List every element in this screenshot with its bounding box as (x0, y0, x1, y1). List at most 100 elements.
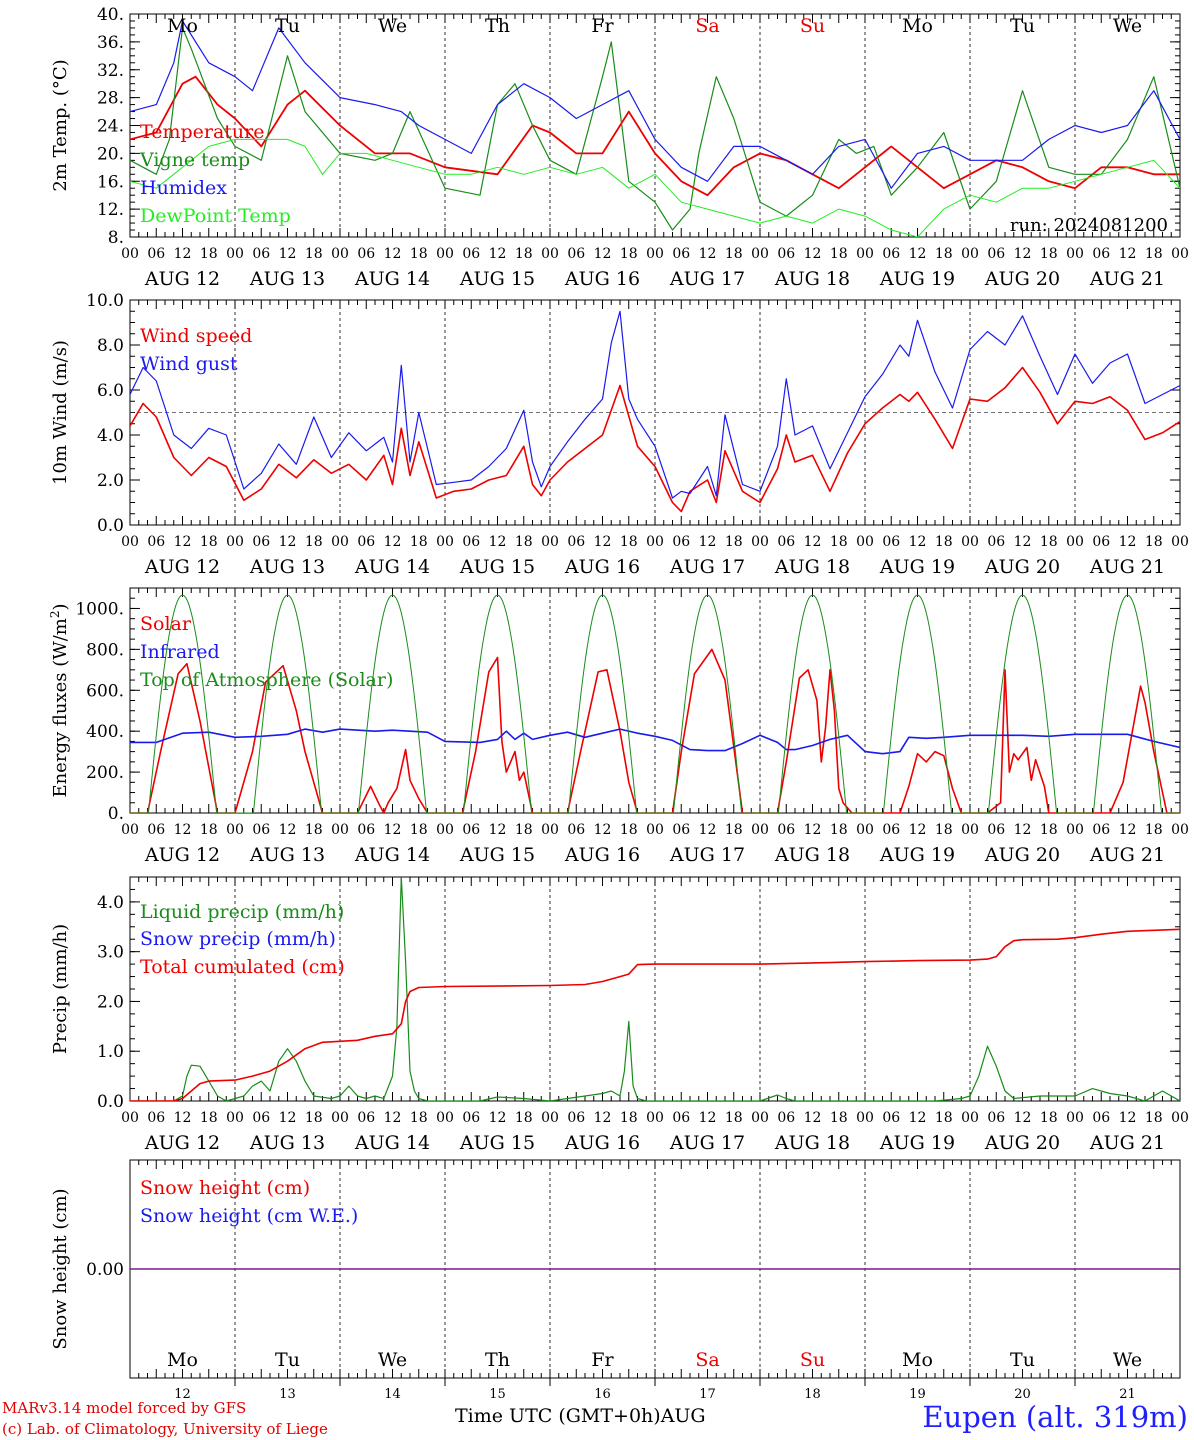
hour-tick-label: 06 (462, 822, 480, 838)
hour-tick-label: 06 (1092, 534, 1110, 550)
series-liquid-precip-mm-h- (130, 877, 1180, 1101)
day-number-label: 13 (279, 1387, 296, 1402)
hour-tick-label: 12 (909, 246, 927, 262)
date-label: AUG 19 (879, 1132, 955, 1154)
hour-tick-label: 00 (751, 246, 769, 262)
hour-tick-label: 18 (830, 534, 848, 550)
plot-area (130, 877, 1180, 1101)
hour-tick-label: 06 (252, 822, 270, 838)
hour-tick-label: 18 (725, 822, 743, 838)
hour-tick-label: 00 (541, 822, 559, 838)
hour-tick-label: 18 (305, 246, 323, 262)
hour-tick-label: 18 (200, 534, 218, 550)
hour-tick-label: 18 (515, 534, 533, 550)
hour-tick-label: 00 (751, 534, 769, 550)
date-label: AUG 14 (354, 844, 430, 866)
date-label: AUG 13 (249, 844, 325, 866)
hour-tick-label: 00 (226, 246, 244, 262)
hour-tick-label: 18 (410, 1110, 428, 1126)
weekday-label: Fr (591, 1349, 614, 1371)
date-label: AUG 19 (879, 556, 955, 578)
hour-tick-label: 06 (567, 534, 585, 550)
hour-tick-label: 12 (594, 246, 612, 262)
y-tick-label: 32. (97, 61, 124, 81)
hour-tick-label: 12 (804, 534, 822, 550)
panel-4: 0.0 1.0 2.0 3.0 4.0 Precip (mm/h) Liquid preci… (50, 876, 1189, 1154)
weekday-label: Tu (1010, 1349, 1035, 1371)
date-label: AUG 15 (459, 844, 535, 866)
hour-tick-label: 06 (1092, 822, 1110, 838)
date-label: AUG 12 (144, 268, 220, 290)
hour-tick-label: 06 (1092, 1110, 1110, 1126)
hour-tick-label: 06 (987, 246, 1005, 262)
plot-frame (129, 13, 1181, 238)
y-tick-label: 800. (86, 640, 124, 660)
y-tick-label: 0. (108, 804, 124, 824)
time-axis-label: Time UTC (GMT+0h)AUG (455, 1405, 706, 1427)
hour-tick-label: 12 (174, 1110, 192, 1126)
day-number-label: 18 (804, 1387, 821, 1402)
hour-tick-label: 18 (1145, 1110, 1163, 1126)
hour-tick-label: 12 (489, 822, 507, 838)
date-label: AUG 14 (354, 268, 430, 290)
weekday-label: Mo (167, 1349, 198, 1371)
legend-entry: Liquid precip (mm/h) (140, 901, 344, 923)
weekday-label: Mo (902, 1349, 933, 1371)
date-label: AUG 13 (249, 556, 325, 578)
hour-tick-label: 00 (856, 1110, 874, 1126)
date-label: AUG 17 (669, 1132, 745, 1154)
y-tick-label: 200. (86, 763, 124, 783)
date-label: AUG 18 (774, 844, 850, 866)
y-tick-label: 4.0 (97, 426, 124, 446)
y-tick-label: 8.0 (97, 336, 124, 356)
y-tick-label: 600. (86, 681, 124, 701)
weekday-label: Su (800, 1349, 825, 1371)
hour-tick-label: 18 (830, 822, 848, 838)
panel-3: 0. 200. 400. 600. 800. 1000.Energy fluxes (W/… (48, 587, 1189, 866)
hour-tick-label: 00 (226, 1110, 244, 1126)
hour-tick-label: 18 (515, 822, 533, 838)
y-axis-label: Energy fluxes (W/m2) (48, 603, 71, 797)
hour-tick-label: 18 (725, 246, 743, 262)
legend-entry: Infrared (140, 641, 220, 663)
y-tick-label: 8. (108, 228, 124, 248)
y-tick-label: 12. (97, 200, 124, 220)
series-wind-gust (130, 310, 1180, 499)
hour-tick-label: 00 (436, 1110, 454, 1126)
date-label: AUG 19 (879, 844, 955, 866)
date-label: AUG 16 (564, 844, 640, 866)
plot-area (130, 20, 1180, 237)
hour-tick-label: 06 (882, 822, 900, 838)
date-label: AUG 17 (669, 844, 745, 866)
hour-tick-label: 00 (226, 534, 244, 550)
date-label: AUG 20 (984, 556, 1060, 578)
hour-tick-label: 06 (777, 246, 795, 262)
y-tick-label: 24. (97, 117, 124, 137)
hour-tick-label: 18 (410, 246, 428, 262)
hour-tick-label: 06 (567, 246, 585, 262)
y-axis-label: 2m Temp. (°C) (50, 59, 71, 191)
date-label: AUG 19 (879, 268, 955, 290)
hour-tick-label: 00 (121, 534, 139, 550)
day-number-label: 14 (384, 1387, 401, 1402)
date-label: AUG 17 (669, 556, 745, 578)
hour-tick-label: 06 (462, 246, 480, 262)
hour-tick-label: 06 (882, 246, 900, 262)
hour-tick-label: 18 (1145, 246, 1163, 262)
hour-tick-label: 18 (200, 246, 218, 262)
hour-tick-label: 12 (1119, 534, 1137, 550)
hour-tick-label: 12 (174, 534, 192, 550)
series-wind-speed (130, 366, 1180, 513)
hour-tick-label: 06 (882, 534, 900, 550)
hour-tick-label: 18 (1145, 534, 1163, 550)
hour-tick-label: 12 (804, 1110, 822, 1126)
weekday-label: Th (485, 1349, 510, 1371)
hour-tick-label: 00 (646, 246, 664, 262)
hour-tick-label: 06 (462, 534, 480, 550)
legend-entry: Top of Atmosphere (Solar) (140, 669, 393, 691)
hour-tick-label: 00 (436, 534, 454, 550)
hour-tick-label: 06 (1092, 246, 1110, 262)
hour-tick-label: 12 (699, 1110, 717, 1126)
hour-tick-label: 06 (147, 1110, 165, 1126)
hour-tick-label: 06 (777, 534, 795, 550)
